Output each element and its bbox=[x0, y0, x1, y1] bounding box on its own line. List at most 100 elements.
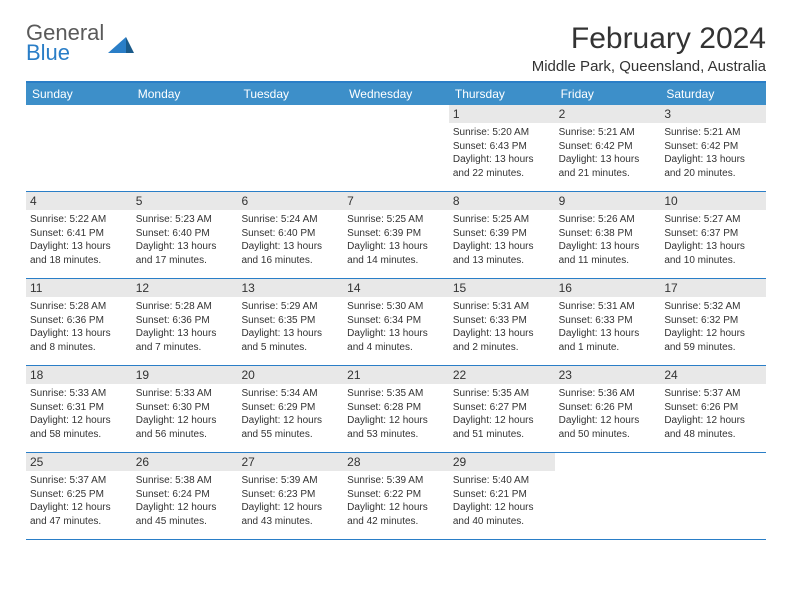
day-number bbox=[26, 105, 132, 123]
sunset-text: Sunset: 6:43 PM bbox=[453, 140, 551, 154]
day-content: Sunrise: 5:32 AMSunset: 6:32 PMDaylight:… bbox=[660, 300, 766, 358]
day-cell: 28 Sunrise: 5:39 AMSunset: 6:22 PMDayligh… bbox=[343, 453, 449, 539]
day-number: 1 bbox=[449, 105, 555, 123]
sunrise-text: Sunrise: 5:29 AM bbox=[241, 300, 339, 314]
day-content: Sunrise: 5:38 AMSunset: 6:24 PMDaylight:… bbox=[132, 474, 238, 532]
day-cell: 15Sunrise: 5:31 AMSunset: 6:33 PMDayligh… bbox=[449, 279, 555, 365]
day-number: 28 bbox=[343, 453, 449, 471]
day-content: Sunrise: 5:35 AMSunset: 6:27 PMDaylight:… bbox=[449, 387, 555, 445]
daylight-text: Daylight: 13 hours and 17 minutes. bbox=[136, 240, 234, 267]
day-number: 27 bbox=[237, 453, 343, 471]
sunset-text: Sunset: 6:22 PM bbox=[347, 488, 445, 502]
daylight-text: Daylight: 12 hours and 48 minutes. bbox=[664, 414, 762, 441]
day-content: Sunrise: 5:37 AMSunset: 6:25 PMDaylight:… bbox=[26, 474, 132, 532]
sunset-text: Sunset: 6:39 PM bbox=[347, 227, 445, 241]
day-number bbox=[343, 105, 449, 123]
logo: General Blue bbox=[26, 22, 134, 64]
day-number: 3 bbox=[660, 105, 766, 123]
sunset-text: Sunset: 6:33 PM bbox=[453, 314, 551, 328]
daylight-text: Daylight: 13 hours and 16 minutes. bbox=[241, 240, 339, 267]
daylight-text: Daylight: 12 hours and 42 minutes. bbox=[347, 501, 445, 528]
day-content: Sunrise: 5:39 AMSunset: 6:23 PMDaylight:… bbox=[237, 474, 343, 532]
day-number: 12 bbox=[132, 279, 238, 297]
weekday-friday: Friday bbox=[555, 83, 661, 105]
daylight-text: Daylight: 12 hours and 50 minutes. bbox=[559, 414, 657, 441]
day-cell: 27 Sunrise: 5:39 AMSunset: 6:23 PMDayligh… bbox=[237, 453, 343, 539]
daylight-text: Daylight: 13 hours and 4 minutes. bbox=[347, 327, 445, 354]
sunrise-text: Sunrise: 5:20 AM bbox=[453, 126, 551, 140]
day-cell bbox=[343, 105, 449, 191]
sunset-text: Sunset: 6:26 PM bbox=[559, 401, 657, 415]
day-number: 2 bbox=[555, 105, 661, 123]
week-row: 1Sunrise: 5:20 AMSunset: 6:43 PMDaylight… bbox=[26, 105, 766, 192]
week-row: 4Sunrise: 5:22 AMSunset: 6:41 PMDaylight… bbox=[26, 192, 766, 279]
day-number: 17 bbox=[660, 279, 766, 297]
day-content: Sunrise: 5:21 AMSunset: 6:42 PMDaylight:… bbox=[660, 126, 766, 184]
sunset-text: Sunset: 6:26 PM bbox=[664, 401, 762, 415]
day-cell: 8Sunrise: 5:25 AMSunset: 6:39 PMDaylight… bbox=[449, 192, 555, 278]
day-number: 16 bbox=[555, 279, 661, 297]
day-cell: 10Sunrise: 5:27 AMSunset: 6:37 PMDayligh… bbox=[660, 192, 766, 278]
day-cell: 17 Sunrise: 5:32 AMSunset: 6:32 PMDayligh… bbox=[660, 279, 766, 365]
day-content: Sunrise: 5:31 AMSunset: 6:33 PMDaylight:… bbox=[555, 300, 661, 358]
day-content: Sunrise: 5:22 AMSunset: 6:41 PMDaylight:… bbox=[26, 213, 132, 271]
daylight-text: Daylight: 13 hours and 11 minutes. bbox=[559, 240, 657, 267]
sunrise-text: Sunrise: 5:38 AM bbox=[136, 474, 234, 488]
logo-word2: Blue bbox=[26, 42, 104, 64]
daylight-text: Daylight: 13 hours and 10 minutes. bbox=[664, 240, 762, 267]
header: General Blue February 2024 Middle Park, … bbox=[26, 22, 766, 75]
location: Middle Park, Queensland, Australia bbox=[532, 58, 766, 75]
day-number: 20 bbox=[237, 366, 343, 384]
daylight-text: Daylight: 12 hours and 51 minutes. bbox=[453, 414, 551, 441]
day-cell: 23Sunrise: 5:36 AMSunset: 6:26 PMDayligh… bbox=[555, 366, 661, 452]
day-content: Sunrise: 5:33 AMSunset: 6:30 PMDaylight:… bbox=[132, 387, 238, 445]
daylight-text: Daylight: 12 hours and 56 minutes. bbox=[136, 414, 234, 441]
sunrise-text: Sunrise: 5:33 AM bbox=[136, 387, 234, 401]
sunrise-text: Sunrise: 5:30 AM bbox=[347, 300, 445, 314]
day-number: 6 bbox=[237, 192, 343, 210]
day-content: Sunrise: 5:23 AMSunset: 6:40 PMDaylight:… bbox=[132, 213, 238, 271]
sunset-text: Sunset: 6:35 PM bbox=[241, 314, 339, 328]
weeks-container: 1 Sunrise: 5:20 AMSunset: 6:43 PM Daylight… bbox=[26, 105, 766, 540]
day-number: 23 bbox=[555, 366, 661, 384]
day-content: Sunrise: 5:39 AMSunset: 6:22 PMDaylight:… bbox=[343, 474, 449, 532]
day-cell bbox=[26, 105, 132, 191]
day-cell: 18Sunrise: 5:33 AMSunset: 6:31 PMDayligh… bbox=[26, 366, 132, 452]
day-cell: 14Sunrise: 5:30 AMSunset: 6:34 PMDayligh… bbox=[343, 279, 449, 365]
day-cell bbox=[555, 453, 661, 539]
day-cell: 22 Sunrise: 5:35 AMSunset: 6:27 PMDayligh… bbox=[449, 366, 555, 452]
day-number: 25 bbox=[26, 453, 132, 471]
sunset-text: Sunset: 6:42 PM bbox=[664, 140, 762, 154]
sunrise-text: Sunrise: 5:26 AM bbox=[559, 213, 657, 227]
sunrise-text: Sunrise: 5:31 AM bbox=[559, 300, 657, 314]
sunrise-text: Sunrise: 5:25 AM bbox=[453, 213, 551, 227]
day-cell: 20Sunrise: 5:34 AMSunset: 6:29 PMDayligh… bbox=[237, 366, 343, 452]
day-content: Sunrise: 5:27 AMSunset: 6:37 PMDaylight:… bbox=[660, 213, 766, 271]
sunset-text: Sunset: 6:40 PM bbox=[241, 227, 339, 241]
day-number: 29 bbox=[449, 453, 555, 471]
day-number: 19 bbox=[132, 366, 238, 384]
sunset-text: Sunset: 6:33 PM bbox=[559, 314, 657, 328]
day-cell bbox=[132, 105, 238, 191]
day-cell: 4Sunrise: 5:22 AMSunset: 6:41 PMDaylight… bbox=[26, 192, 132, 278]
day-content: Sunrise: 5:30 AMSunset: 6:34 PMDaylight:… bbox=[343, 300, 449, 358]
sunrise-text: Sunrise: 5:35 AM bbox=[347, 387, 445, 401]
daylight-text: Daylight: 13 hours and 18 minutes. bbox=[30, 240, 128, 267]
day-number: 21 bbox=[343, 366, 449, 384]
day-cell: 21Sunrise: 5:35 AMSunset: 6:28 PMDayligh… bbox=[343, 366, 449, 452]
sunset-text: Sunset: 6:32 PM bbox=[664, 314, 762, 328]
day-number: 22 bbox=[449, 366, 555, 384]
sunrise-text: Sunrise: 5:28 AM bbox=[136, 300, 234, 314]
sunset-text: Sunset: 6:21 PM bbox=[453, 488, 551, 502]
sunset-text: Sunset: 6:36 PM bbox=[30, 314, 128, 328]
month-title: February 2024 bbox=[532, 22, 766, 56]
day-number: 26 bbox=[132, 453, 238, 471]
sunrise-text: Sunrise: 5:27 AM bbox=[664, 213, 762, 227]
daylight-text: Daylight: 12 hours and 58 minutes. bbox=[30, 414, 128, 441]
day-content: Sunrise: 5:29 AMSunset: 6:35 PMDaylight:… bbox=[237, 300, 343, 358]
daylight-text: Daylight: 12 hours and 59 minutes. bbox=[664, 327, 762, 354]
sunset-text: Sunset: 6:28 PM bbox=[347, 401, 445, 415]
day-cell: 16 Sunrise: 5:31 AMSunset: 6:33 PMDayligh… bbox=[555, 279, 661, 365]
day-content: Sunrise: 5:33 AMSunset: 6:31 PMDaylight:… bbox=[26, 387, 132, 445]
sunrise-text: Sunrise: 5:35 AM bbox=[453, 387, 551, 401]
